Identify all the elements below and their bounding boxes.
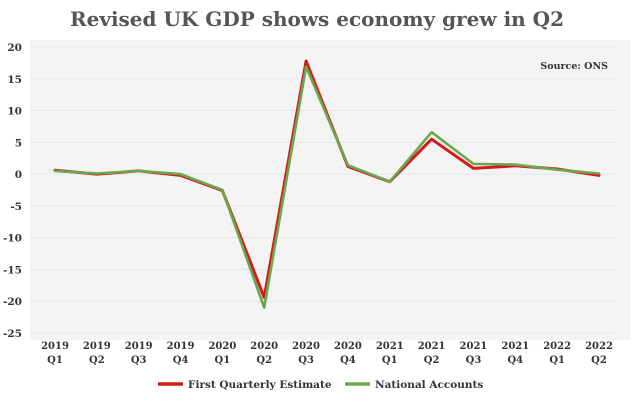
y-tick-label: -20 — [3, 296, 22, 308]
chart-title: Revised UK GDP shows economy grew in Q2 — [70, 7, 564, 31]
legend-label: National Accounts — [375, 379, 483, 391]
x-tick-label-year: 2022 — [543, 341, 571, 352]
x-tick-label-quarter: Q4 — [340, 355, 356, 366]
legend: First Quarterly Estimate National Account… — [158, 379, 483, 391]
x-tick-label-quarter: Q2 — [256, 355, 272, 366]
y-tick-label: 20 — [7, 42, 22, 54]
x-tick-label-year: 2020 — [292, 341, 320, 352]
x-tick-label-year: 2019 — [167, 341, 195, 352]
y-tick-label: 15 — [7, 74, 22, 86]
x-tick-label-quarter: Q2 — [591, 355, 607, 366]
x-tick-label-quarter: Q2 — [89, 355, 105, 366]
x-tick-label-year: 2020 — [334, 341, 362, 352]
x-tick-label-year: 2019 — [83, 341, 111, 352]
source-label: Source: ONS — [540, 61, 608, 72]
x-tick-label-year: 2021 — [376, 341, 404, 352]
x-tick-label-year: 2021 — [418, 341, 446, 352]
x-tick-label-quarter: Q2 — [424, 355, 440, 366]
x-tick-label-quarter: Q1 — [549, 355, 565, 366]
x-tick-label-quarter: Q3 — [131, 355, 147, 366]
y-tick-label: 0 — [15, 169, 22, 181]
x-tick-label-year: 2019 — [125, 341, 153, 352]
x-tick-label-quarter: Q1 — [382, 355, 398, 366]
x-tick-label-quarter: Q4 — [507, 355, 523, 366]
series-lines — [53, 59, 601, 309]
x-tick-label-quarter: Q3 — [466, 355, 482, 366]
series-line-national-accounts — [53, 65, 601, 309]
x-tick-label-quarter: Q1 — [47, 355, 63, 366]
y-tick-label: -10 — [3, 233, 22, 245]
y-tick-label: -5 — [10, 201, 22, 213]
y-tick-label: -25 — [3, 328, 22, 340]
y-axis: 20 15 10 5 0 -5 -10 -15 -20 -25 — [3, 42, 22, 340]
x-tick-label-quarter: Q4 — [173, 355, 189, 366]
x-axis: 2019 Q1 2019 Q2 2019 Q3 2019 Q4 2020 Q1 2020 Q2 2020… — [41, 341, 613, 366]
x-tick-label-year: 2021 — [501, 341, 529, 352]
y-tick-label: -15 — [3, 264, 22, 276]
gridlines — [30, 46, 615, 334]
x-tick-label-year: 2019 — [41, 341, 69, 352]
legend-label: First Quarterly Estimate — [188, 379, 332, 391]
y-tick-label: 5 — [15, 137, 22, 149]
x-tick-label-year: 2021 — [460, 341, 488, 352]
x-tick-label-quarter: Q3 — [298, 355, 314, 366]
y-tick-label: 10 — [7, 106, 22, 118]
x-tick-label-year: 2020 — [208, 341, 236, 352]
x-tick-label-year: 2020 — [250, 341, 278, 352]
x-tick-label-quarter: Q1 — [215, 355, 231, 366]
x-tick-label-year: 2022 — [585, 341, 613, 352]
